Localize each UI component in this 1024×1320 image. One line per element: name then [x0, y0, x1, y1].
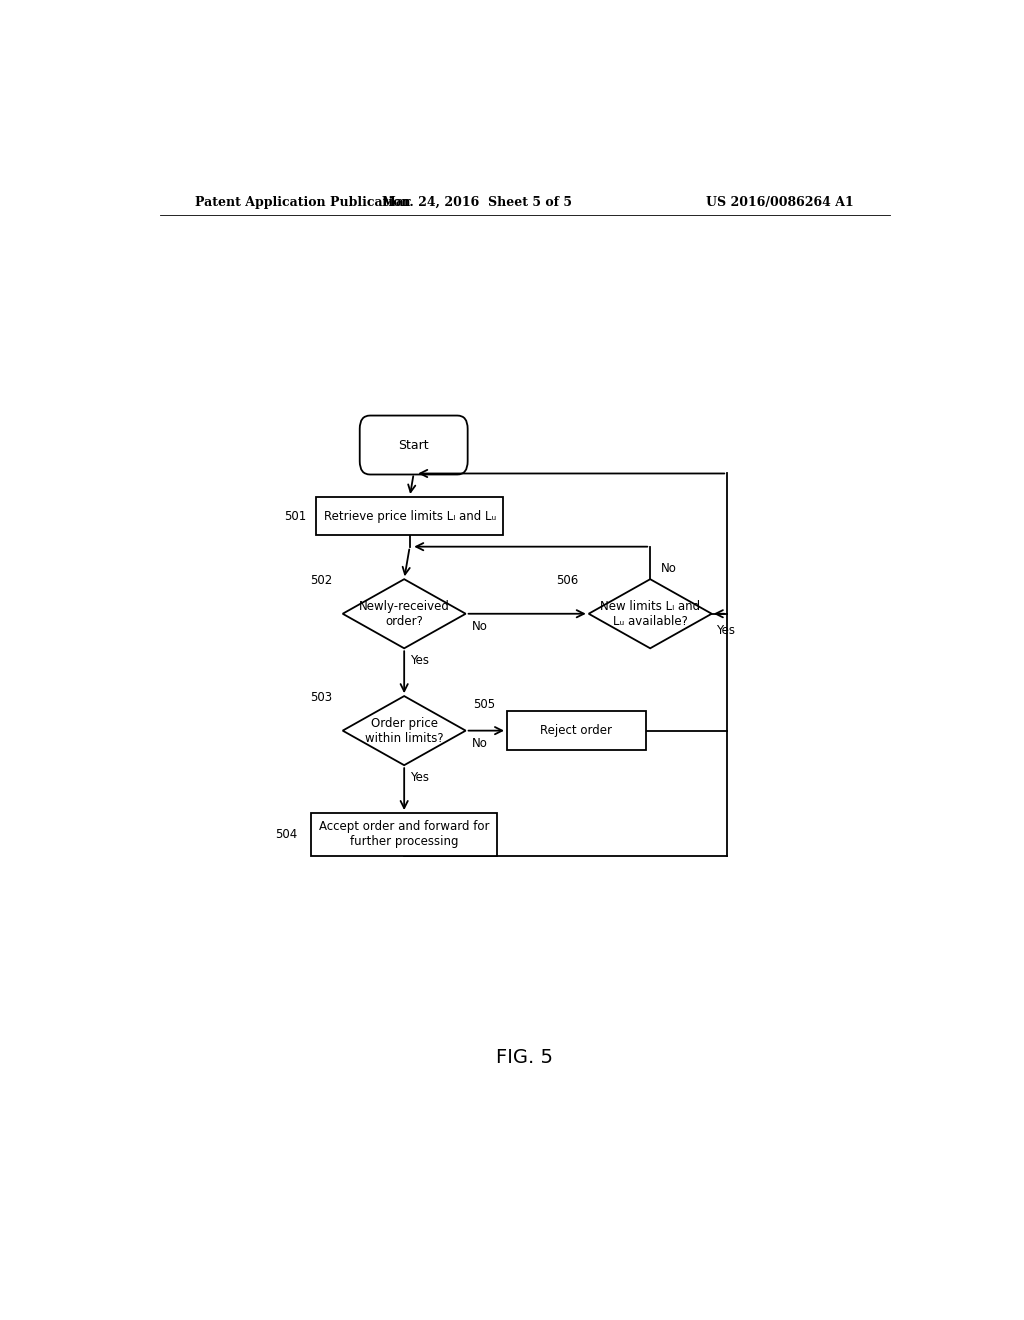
Text: Patent Application Publication: Patent Application Publication — [196, 195, 411, 209]
Text: No: No — [472, 620, 487, 632]
Text: New limits Lₗ and
Lᵤ available?: New limits Lₗ and Lᵤ available? — [600, 599, 700, 628]
Bar — [507, 711, 646, 750]
Text: Start: Start — [398, 438, 429, 451]
Text: No: No — [660, 562, 677, 576]
FancyBboxPatch shape — [359, 416, 468, 474]
Bar — [316, 496, 503, 536]
Text: FIG. 5: FIG. 5 — [497, 1048, 553, 1068]
Text: Order price
within limits?: Order price within limits? — [365, 717, 443, 744]
Text: 503: 503 — [310, 692, 333, 704]
Text: Newly-received
order?: Newly-received order? — [358, 599, 450, 628]
Text: Reject order: Reject order — [541, 725, 612, 737]
Text: Yes: Yes — [716, 624, 734, 638]
Text: 502: 502 — [310, 574, 333, 587]
Text: Retrieve price limits Lₗ and Lᵤ: Retrieve price limits Lₗ and Lᵤ — [324, 510, 496, 523]
Text: US 2016/0086264 A1: US 2016/0086264 A1 — [707, 195, 854, 209]
Polygon shape — [343, 696, 466, 766]
Bar — [311, 813, 498, 855]
Text: Yes: Yes — [410, 655, 429, 668]
Text: Accept order and forward for
further processing: Accept order and forward for further pro… — [318, 820, 489, 849]
Text: 504: 504 — [274, 828, 297, 841]
Text: 505: 505 — [473, 698, 496, 711]
Polygon shape — [589, 579, 712, 648]
Polygon shape — [343, 579, 466, 648]
Text: 506: 506 — [556, 574, 579, 587]
Text: Yes: Yes — [410, 771, 429, 784]
Text: 501: 501 — [285, 510, 306, 523]
Text: No: No — [472, 737, 487, 750]
Text: Mar. 24, 2016  Sheet 5 of 5: Mar. 24, 2016 Sheet 5 of 5 — [382, 195, 572, 209]
